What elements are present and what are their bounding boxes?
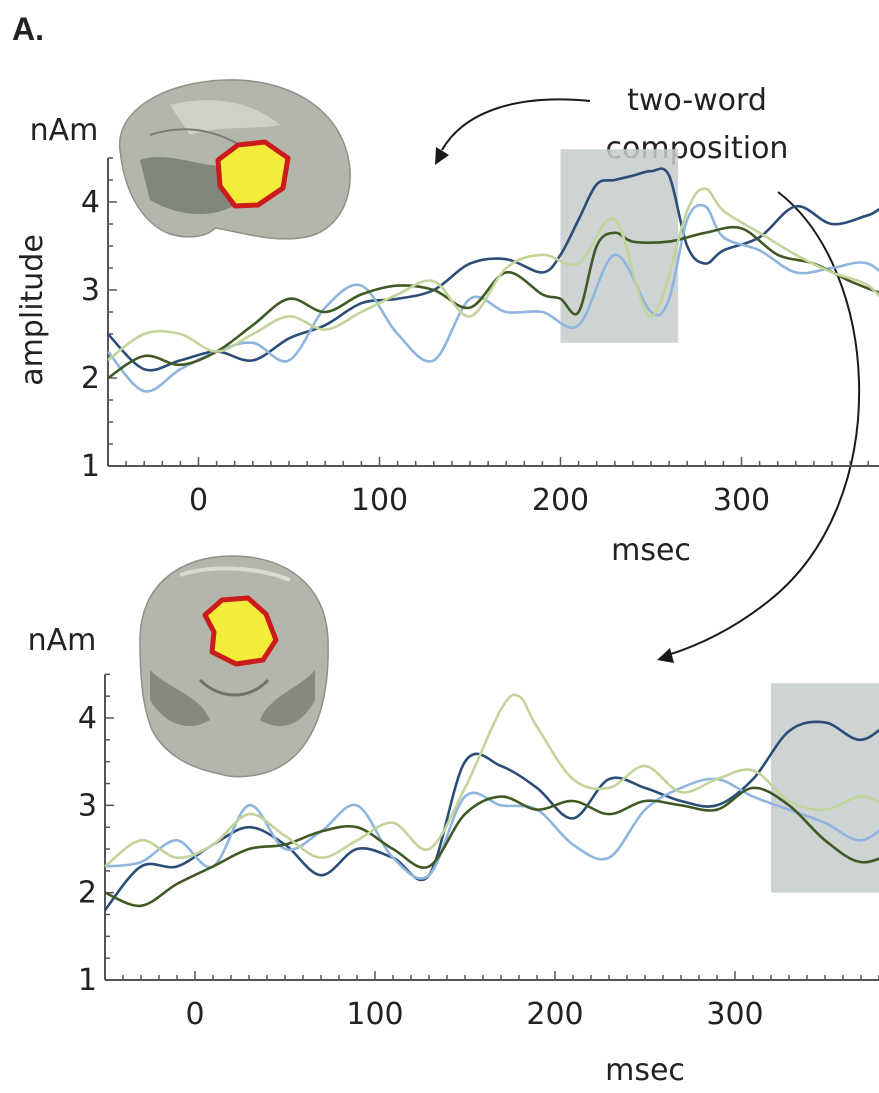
series-line-2 xyxy=(107,203,879,393)
chart-2: 01002003004005001234msecnAm xyxy=(28,623,879,1088)
series-line-3 xyxy=(104,786,879,908)
annotation-arrowhead-bottom xyxy=(657,648,674,663)
x-tick-label: 100 xyxy=(346,997,403,1032)
annotation: two-word composition xyxy=(435,83,861,663)
x-tick-label: 100 xyxy=(351,483,408,518)
y-tick-label: 2 xyxy=(81,361,100,396)
panel-label: A. xyxy=(12,11,44,47)
y-tick-label: 3 xyxy=(78,788,97,823)
series-line-1 xyxy=(107,167,879,372)
annotation-arrow-top xyxy=(441,98,591,151)
series-line-4 xyxy=(107,187,879,362)
y-tick-label: 1 xyxy=(81,449,100,484)
annotation-line-1: two-word xyxy=(627,83,767,118)
y-tick-label: 3 xyxy=(81,273,100,308)
series-line-4 xyxy=(104,693,879,868)
y-tick-label: 4 xyxy=(81,185,100,220)
x-tick-label: 200 xyxy=(532,483,589,518)
x-tick-label: 200 xyxy=(526,997,583,1032)
chart-1: 01002003004005001234msecnAmamplitude xyxy=(15,113,879,568)
x-tick-label: 0 xyxy=(189,483,208,518)
y-tick-label: 1 xyxy=(78,963,97,998)
highlight-window xyxy=(771,683,879,893)
unit-label: nAm xyxy=(30,113,99,148)
unit-label: nAm xyxy=(28,623,97,658)
x-tick-label: 300 xyxy=(713,483,770,518)
y-axis-label: amplitude xyxy=(15,234,50,386)
brain-frontal-illustration xyxy=(139,555,329,778)
x-tick-label: 0 xyxy=(185,997,204,1032)
brain-lateral-illustration xyxy=(119,79,351,240)
series-line-3 xyxy=(107,225,879,380)
y-tick-label: 4 xyxy=(78,701,97,736)
y-tick-label: 2 xyxy=(78,876,97,911)
x-axis-label: msec xyxy=(605,1053,685,1088)
series-line-1 xyxy=(103,720,879,911)
x-axis-label: msec xyxy=(611,533,691,568)
x-tick-label: 300 xyxy=(706,997,763,1032)
annotation-arrowhead-top xyxy=(435,147,449,165)
series-line-2 xyxy=(104,777,879,880)
